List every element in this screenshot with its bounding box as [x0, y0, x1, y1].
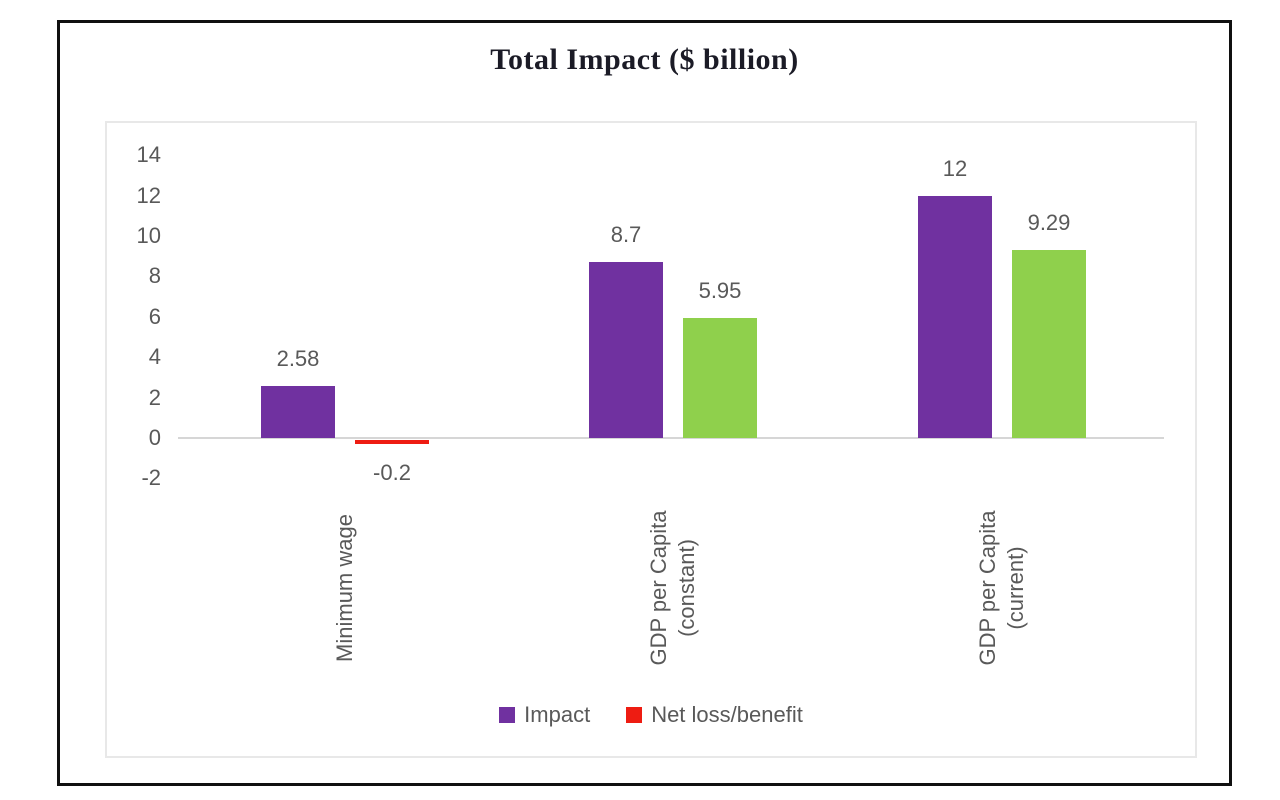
zero-axis-line — [178, 437, 1164, 439]
category-label-gdp-per-capita-current: GDP per Capita (current) — [970, 493, 1034, 683]
bar-value-label: -0.2 — [373, 460, 411, 485]
chart-legend: Impact Net loss/benefit — [107, 702, 1195, 728]
y-axis-tick-label: 8 — [148, 263, 161, 289]
y-axis-tick-label: 0 — [148, 425, 161, 450]
bar-net-loss-benefit-gdp-per-capita-current — [1012, 250, 1086, 438]
chart-frame: Total Impact ($ billion) Impact Net loss… — [57, 20, 1232, 786]
y-axis-tick-label: 10 — [136, 223, 161, 248]
category-label-gdp-per-capita-constant: GDP per Capita (constant) — [641, 493, 705, 683]
legend-swatch-impact-icon — [499, 707, 516, 723]
bar-impact-gdp-per-capita-constant — [589, 262, 663, 438]
legend-label-net-loss-benefit: Net loss/benefit — [651, 702, 803, 727]
y-axis-tick-label: 4 — [148, 344, 161, 370]
legend-item-net-loss-benefit: Net loss/benefit — [626, 702, 803, 728]
y-axis-tick-label: 14 — [136, 142, 161, 168]
plot-area: Impact Net loss/benefit 14 12 10 8 6 4 2 0 -2 2.5… — [105, 121, 1197, 758]
bar-value-label: 12 — [942, 156, 968, 181]
bar-net-loss-benefit-gdp-per-capita-constant — [683, 318, 757, 438]
bar-value-label: 8.7 — [610, 222, 642, 247]
y-axis-tick-label: 2 — [148, 384, 161, 410]
bar-net-loss-benefit-minimum-wage — [355, 440, 429, 444]
y-axis-tick-label: 6 — [148, 303, 161, 329]
y-axis-tick-label: -2 — [141, 465, 161, 491]
legend-swatch-net-loss-benefit-icon — [626, 707, 643, 723]
bar-impact-gdp-per-capita-current — [918, 196, 992, 438]
legend-item-impact: Impact — [499, 702, 590, 728]
category-label-line: (current) — [1003, 546, 1028, 630]
chart-title: Total Impact ($ billion) — [490, 43, 799, 76]
bar-value-label: 9.29 — [1027, 210, 1071, 235]
category-label-line: GDP per Capita — [646, 510, 671, 666]
y-axis-tick-label: 12 — [136, 182, 161, 208]
category-label-line: Minimum wage — [332, 514, 357, 662]
category-label-minimum-wage: Minimum wage — [313, 493, 377, 683]
legend-label-impact: Impact — [524, 702, 591, 727]
category-label-line: GDP per Capita — [975, 510, 1000, 666]
bar-impact-minimum-wage — [261, 386, 335, 438]
bar-value-label: 5.95 — [698, 278, 742, 303]
bar-value-label: 2.58 — [276, 346, 320, 371]
category-label-line: (constant) — [674, 539, 699, 637]
